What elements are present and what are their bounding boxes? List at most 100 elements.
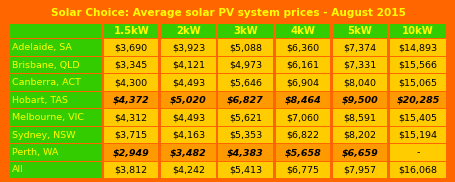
Bar [10, 162, 101, 178]
Bar [275, 24, 329, 38]
Text: 3kW: 3kW [233, 26, 258, 36]
Bar [10, 24, 101, 38]
Text: $4,372: $4,372 [113, 96, 149, 105]
Bar [10, 109, 101, 126]
Text: $9,500: $9,500 [341, 96, 377, 105]
Text: $5,020: $5,020 [170, 96, 207, 105]
Text: $8,040: $8,040 [343, 78, 375, 87]
Bar [218, 39, 272, 56]
Bar [10, 127, 101, 143]
Text: 10kW: 10kW [401, 26, 433, 36]
Bar [218, 24, 272, 38]
Bar [104, 39, 158, 56]
Text: $3,345: $3,345 [114, 61, 147, 70]
Text: $5,413: $5,413 [228, 165, 262, 175]
Text: Hobart, TAS: Hobart, TAS [12, 96, 68, 105]
Bar [389, 24, 445, 38]
Text: $5,621: $5,621 [228, 113, 262, 122]
Bar [218, 74, 272, 91]
Bar [218, 127, 272, 143]
Bar [389, 39, 445, 56]
Text: $4,121: $4,121 [172, 61, 204, 70]
Bar [104, 74, 158, 91]
Bar [275, 57, 329, 73]
Text: $2,949: $2,949 [113, 148, 149, 157]
Bar [275, 127, 329, 143]
Bar [10, 92, 101, 108]
Text: $15,405: $15,405 [398, 113, 437, 122]
Text: $4,163: $4,163 [172, 130, 205, 140]
Text: $7,957: $7,957 [343, 165, 375, 175]
Bar [389, 57, 445, 73]
Text: Canberra, ACT: Canberra, ACT [12, 78, 81, 87]
Text: $6,360: $6,360 [286, 43, 318, 52]
Bar [104, 127, 158, 143]
Text: $7,331: $7,331 [343, 61, 376, 70]
Text: Brisbane, QLD: Brisbane, QLD [12, 61, 79, 70]
Bar [332, 144, 386, 161]
Text: 2kW: 2kW [176, 26, 200, 36]
Text: Perth, WA: Perth, WA [12, 148, 58, 157]
Bar [218, 162, 272, 178]
Text: $8,591: $8,591 [343, 113, 375, 122]
Text: Sydney, NSW: Sydney, NSW [12, 130, 75, 140]
Bar [161, 127, 215, 143]
Text: $3,812: $3,812 [115, 165, 147, 175]
Bar [332, 39, 386, 56]
Text: All: All [12, 165, 24, 175]
Bar [161, 24, 215, 38]
Bar [104, 92, 158, 108]
Text: $6,161: $6,161 [286, 61, 318, 70]
Bar [161, 162, 215, 178]
Bar [10, 4, 445, 23]
Text: $8,202: $8,202 [343, 130, 375, 140]
Text: $14,893: $14,893 [398, 43, 437, 52]
Text: $4,242: $4,242 [172, 165, 204, 175]
Text: $4,973: $4,973 [228, 61, 262, 70]
Text: $3,715: $3,715 [115, 130, 147, 140]
Bar [104, 144, 158, 161]
Bar [104, 57, 158, 73]
Text: $4,383: $4,383 [227, 148, 263, 157]
Text: $5,088: $5,088 [228, 43, 262, 52]
Bar [161, 144, 215, 161]
Text: $6,822: $6,822 [286, 130, 318, 140]
Bar [332, 162, 386, 178]
Text: $20,285: $20,285 [395, 96, 439, 105]
Bar [218, 92, 272, 108]
Bar [161, 74, 215, 91]
Text: $6,827: $6,827 [227, 96, 263, 105]
Bar [389, 92, 445, 108]
Bar [218, 144, 272, 161]
Bar [332, 74, 386, 91]
Text: -: - [415, 148, 419, 157]
Text: $5,353: $5,353 [228, 130, 262, 140]
Bar [10, 57, 101, 73]
Text: $4,300: $4,300 [115, 78, 147, 87]
Text: $7,374: $7,374 [343, 43, 376, 52]
Text: $3,482: $3,482 [170, 148, 207, 157]
Text: $15,194: $15,194 [398, 130, 437, 140]
Text: $4,312: $4,312 [115, 113, 147, 122]
Bar [332, 92, 386, 108]
Bar [332, 57, 386, 73]
Bar [389, 109, 445, 126]
Bar [161, 92, 215, 108]
Bar [10, 74, 101, 91]
Bar [389, 162, 445, 178]
Text: $16,068: $16,068 [398, 165, 437, 175]
Bar [161, 57, 215, 73]
Text: $15,065: $15,065 [398, 78, 437, 87]
Text: $5,658: $5,658 [284, 148, 320, 157]
Text: $5,646: $5,646 [228, 78, 262, 87]
Bar [218, 57, 272, 73]
Bar [104, 109, 158, 126]
Text: Melbourne, VIC: Melbourne, VIC [12, 113, 84, 122]
Bar [275, 109, 329, 126]
Bar [104, 162, 158, 178]
Bar [389, 127, 445, 143]
Bar [161, 39, 215, 56]
Bar [104, 24, 158, 38]
Text: $4,493: $4,493 [172, 113, 205, 122]
Bar [389, 74, 445, 91]
